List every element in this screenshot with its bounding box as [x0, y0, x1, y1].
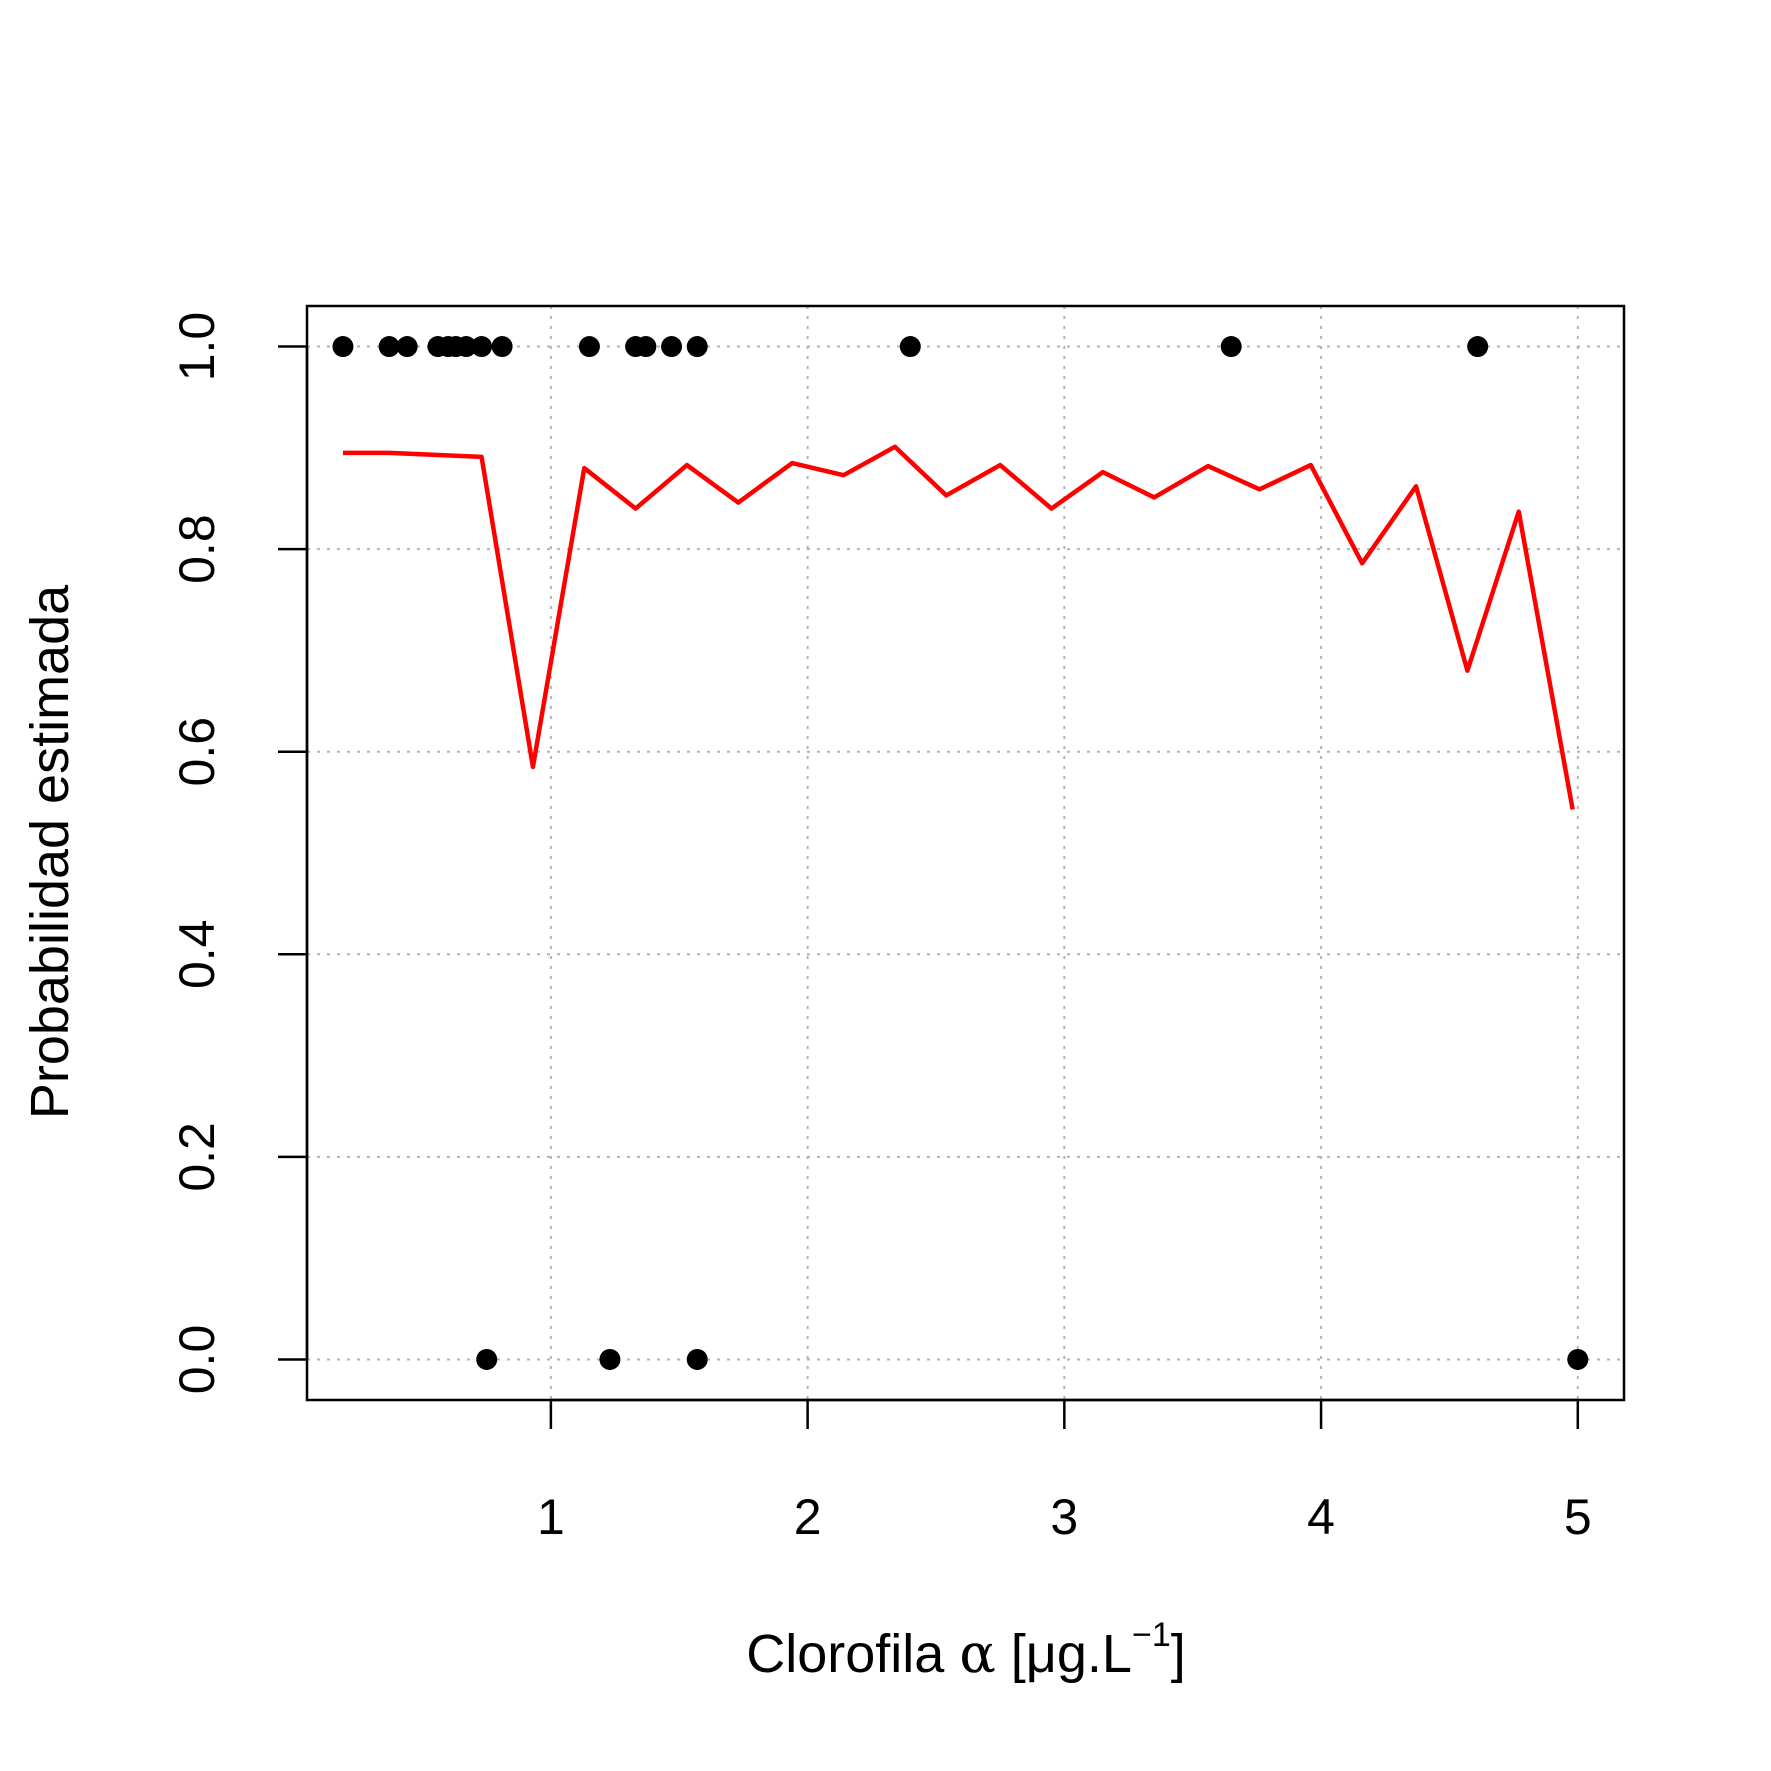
x-tick-label-1: 2	[794, 1489, 822, 1545]
y-tick-label-2: 0.4	[169, 920, 225, 990]
x-axis-title-close: ]	[1171, 1624, 1186, 1684]
y-tick-label-0: 0.0	[169, 1325, 225, 1395]
x-axis: 1 2 3 4 5	[537, 1398, 1592, 1545]
y-tick-label-1: 0.2	[169, 1122, 225, 1192]
y-tick-label-5: 1.0	[169, 312, 225, 382]
plot-frame	[305, 304, 1626, 1402]
data-point-16	[1467, 336, 1489, 358]
data-point-2	[396, 336, 418, 358]
data-point-11	[635, 336, 657, 358]
grid	[307, 306, 1624, 1400]
series-line-1	[342, 444, 1575, 810]
data-point-15	[1220, 336, 1242, 358]
data-point-12	[661, 336, 683, 358]
x-axis-title: Clorofila α [μg.L−1]	[746, 1616, 1186, 1685]
data-point-6	[455, 336, 477, 358]
x-tick-label-3: 4	[1307, 1489, 1335, 1545]
y-axis: 0.0 0.2 0.4 0.6 0.8 1.0	[169, 312, 309, 1395]
x-axis-title-unit: [μg.L	[996, 1624, 1132, 1684]
data-point-19	[686, 1348, 708, 1370]
data-point-9	[578, 336, 600, 358]
y-tick-label-3: 0.6	[169, 717, 225, 787]
data-point-8	[491, 336, 513, 358]
data-point-7	[471, 336, 493, 358]
x-tick-label-2: 3	[1050, 1489, 1078, 1545]
data-point-20	[1567, 1348, 1589, 1370]
data-point-0	[332, 336, 354, 358]
x-axis-title-superscript: −1	[1132, 1616, 1171, 1654]
x-axis-title-symbol: α	[959, 1622, 995, 1685]
y-tick-label-4: 0.8	[169, 514, 225, 584]
data-point-18	[599, 1348, 621, 1370]
x-tick-label-0: 1	[537, 1489, 565, 1545]
estimated-probability-line	[342, 444, 1575, 810]
data-point-13	[686, 336, 708, 358]
data-point-17	[476, 1348, 498, 1370]
observation-points	[332, 336, 1589, 1370]
y-axis-title: Probabilidad estimada	[20, 584, 80, 1119]
data-point-14	[899, 336, 921, 358]
x-axis-title-main: Clorofila	[746, 1624, 959, 1684]
x-tick-label-4: 5	[1564, 1489, 1592, 1545]
data-point-1	[378, 336, 400, 358]
